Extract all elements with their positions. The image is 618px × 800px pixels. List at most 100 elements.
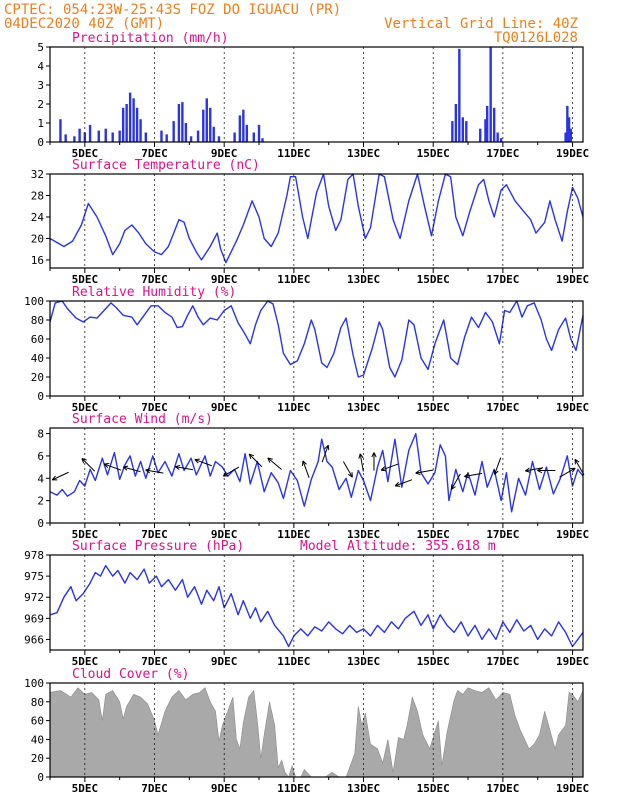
- cloud-xtick-0: 5DEC: [72, 782, 99, 795]
- wind-arrow-3: [122, 465, 141, 473]
- wind-arrow-5: [174, 464, 194, 471]
- header-model-code: TQ0126L028: [494, 30, 578, 46]
- precip-bar-24: [196, 130, 200, 142]
- cloud-xtick-5: 15DEC: [417, 782, 450, 795]
- wind-arrow-9: [267, 457, 282, 470]
- wind-xtick-0: 5DEC: [72, 528, 99, 541]
- wind-arrow-21: [525, 467, 544, 473]
- precip-xtick-6: 17DEC: [486, 147, 519, 160]
- wind-arrow-13: [358, 453, 364, 472]
- rh-title: Relative Humidity (%): [72, 285, 236, 300]
- header-date: 04DEC2020 40Z (GMT): [4, 16, 164, 32]
- precip-bar-25: [202, 109, 205, 142]
- pressure-xtick-5: 15DEC: [417, 655, 450, 668]
- temp-ytick-3: 28: [31, 189, 44, 202]
- precip-bar-19: [172, 121, 175, 142]
- rh-ytick-2: 40: [31, 352, 44, 365]
- precip-bar-21: [181, 102, 184, 142]
- wind-xtick-4: 13DEC: [347, 528, 380, 541]
- cloud-xtick-3: 11DEC: [277, 782, 310, 795]
- precip-frame: [49, 46, 584, 143]
- wind-ytick-2: 4: [37, 472, 44, 485]
- precip-xtick-2: 9DEC: [211, 147, 238, 160]
- cloud-title: Cloud Cover (%): [72, 667, 189, 682]
- wind-frame: [49, 427, 584, 524]
- panel-cloud: Cloud Cover (%) 0 20 40 60 80 100 5DEC 7DEC 9DEC 1…: [24, 667, 589, 795]
- wind-xtick-3: 11DEC: [277, 528, 310, 541]
- panel-pressure: Surface Pressure (hPa) Model Altitude: 35…: [24, 539, 589, 668]
- pressure-xtick-3: 11DEC: [277, 655, 310, 668]
- precip-bar-7: [104, 128, 107, 142]
- precip-bar-16: [144, 132, 148, 142]
- precip-title: Precipitation (mm/h): [72, 31, 229, 46]
- pressure-xtick-1: 7DEC: [141, 655, 168, 668]
- cloud-ytick-3: 60: [31, 715, 44, 728]
- header-vertical-grid: Vertical Grid Line: 40Z: [384, 16, 578, 32]
- pressure-ytick-2: 972: [24, 591, 44, 604]
- precip-ytick-5: 5: [37, 41, 44, 54]
- precip-bar-27: [209, 107, 212, 142]
- header-location: CPTEC: 054:23W-25:43S FOZ DO IGUACU (PR): [4, 2, 341, 18]
- precip-bar-18: [165, 134, 168, 142]
- temp-ytick-2: 24: [31, 211, 45, 224]
- temp-xtick-0: 5DEC: [72, 273, 99, 286]
- precip-bar-20: [177, 104, 181, 142]
- rh-xtick-7: 19DEC: [556, 401, 589, 414]
- rh-xtick-0: 5DEC: [72, 401, 99, 414]
- precip-xtick-3: 11DEC: [277, 147, 310, 160]
- precip-bar-11: [125, 104, 128, 142]
- panel-precip: Precipitation (mm/h) 0 1 2 3 4 5 5DEC 7DEC 9DEC 11…: [37, 31, 589, 160]
- wind-arrow-16: [394, 479, 413, 487]
- precip-bar-44: [485, 105, 489, 142]
- precip-bar-42: [479, 128, 482, 142]
- temp-line: [49, 173, 584, 264]
- cloud-ytick-5: 100: [24, 677, 44, 690]
- pressure-ytick-0: 966: [24, 633, 44, 646]
- wind-arrow-19: [464, 472, 483, 479]
- rh-ytick-5: 100: [24, 295, 44, 308]
- rh-xtick-2: 9DEC: [211, 401, 238, 414]
- wind-ytick-0: 0: [37, 517, 44, 530]
- panel-wind: Surface Wind (m/s) 0 2 4 6 8 5DEC 7DEC 9DEC 11DEC…: [37, 412, 589, 541]
- precip-xtick-0: 5DEC: [72, 147, 99, 160]
- precip-bar-52: [569, 128, 573, 142]
- precip-ytick-4: 4: [37, 60, 44, 73]
- wind-arrow-10: [301, 460, 310, 478]
- temp-xtick-2: 9DEC: [211, 273, 238, 286]
- precip-xtick-1: 7DEC: [141, 147, 168, 160]
- precip-bar-37: [451, 121, 454, 142]
- wind-arrow-4: [145, 468, 164, 474]
- precip-bar-41: [465, 121, 468, 142]
- precip-bar-45: [489, 47, 492, 142]
- temp-xtick-4: 13DEC: [347, 273, 380, 286]
- temp-xtick-1: 7DEC: [141, 273, 168, 286]
- cloud-ytick-0: 0: [37, 771, 44, 784]
- temp-ytick-0: 16: [31, 254, 44, 267]
- cloud-ytick-4: 80: [31, 696, 44, 709]
- wind-arrow-2: [103, 463, 122, 471]
- pressure-title: Surface Pressure (hPa): [72, 539, 244, 554]
- cloud-xtick-2: 9DEC: [211, 782, 238, 795]
- precip-bar-51: [567, 117, 571, 142]
- wind-arrow-12: [342, 461, 353, 478]
- cloud-ytick-1: 20: [31, 752, 44, 765]
- precip-bar-8: [111, 132, 114, 142]
- wind-arrow-14: [371, 452, 377, 471]
- rh-ytick-0: 0: [37, 390, 44, 403]
- pressure-xtick-2: 9DEC: [211, 655, 238, 668]
- precip-bar-29: [217, 136, 221, 142]
- precip-bar-3: [78, 128, 81, 142]
- pressure-annotation: Model Altitude: 355.618 m: [300, 539, 496, 554]
- wind-arrow-15: [380, 463, 399, 472]
- pressure-xtick-4: 13DEC: [347, 655, 380, 668]
- cloud-frame: [49, 682, 584, 778]
- precip-ytick-0: 0: [37, 136, 44, 149]
- precip-bar-22: [184, 123, 188, 142]
- temp-ytick-4: 32: [31, 168, 44, 181]
- precip-bar-2: [73, 136, 76, 142]
- precip-bar-10: [121, 107, 125, 142]
- rh-xtick-1: 7DEC: [141, 401, 168, 414]
- temp-ytick-1: 20: [31, 232, 44, 245]
- precip-bar-5: [88, 124, 92, 142]
